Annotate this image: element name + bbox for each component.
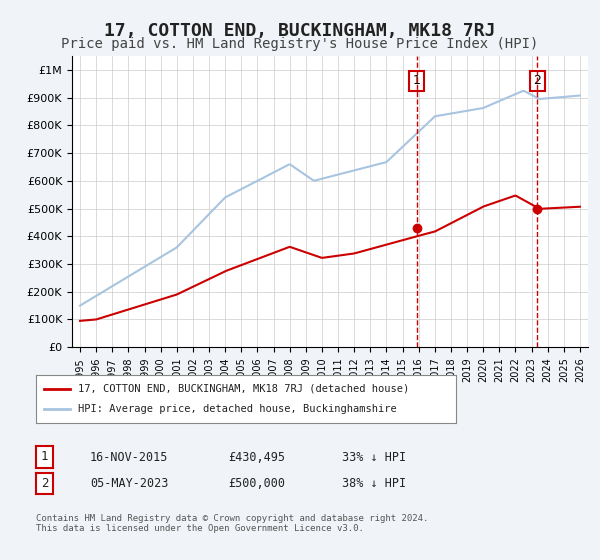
Text: 1: 1 (41, 450, 48, 464)
Text: 33% ↓ HPI: 33% ↓ HPI (342, 451, 406, 464)
Text: £430,495: £430,495 (228, 451, 285, 464)
Text: 17, COTTON END, BUCKINGHAM, MK18 7RJ: 17, COTTON END, BUCKINGHAM, MK18 7RJ (104, 22, 496, 40)
Text: 2: 2 (533, 74, 541, 87)
Text: Contains HM Land Registry data © Crown copyright and database right 2024.
This d: Contains HM Land Registry data © Crown c… (36, 514, 428, 533)
Text: 1: 1 (413, 74, 421, 87)
Text: 16-NOV-2015: 16-NOV-2015 (90, 451, 169, 464)
Text: 17, COTTON END, BUCKINGHAM, MK18 7RJ (detached house): 17, COTTON END, BUCKINGHAM, MK18 7RJ (de… (78, 384, 409, 394)
Text: Price paid vs. HM Land Registry's House Price Index (HPI): Price paid vs. HM Land Registry's House … (61, 36, 539, 50)
Text: £500,000: £500,000 (228, 477, 285, 490)
Text: 2: 2 (41, 477, 48, 490)
Text: 38% ↓ HPI: 38% ↓ HPI (342, 477, 406, 490)
Text: 05-MAY-2023: 05-MAY-2023 (90, 477, 169, 490)
Text: HPI: Average price, detached house, Buckinghamshire: HPI: Average price, detached house, Buck… (78, 404, 397, 414)
